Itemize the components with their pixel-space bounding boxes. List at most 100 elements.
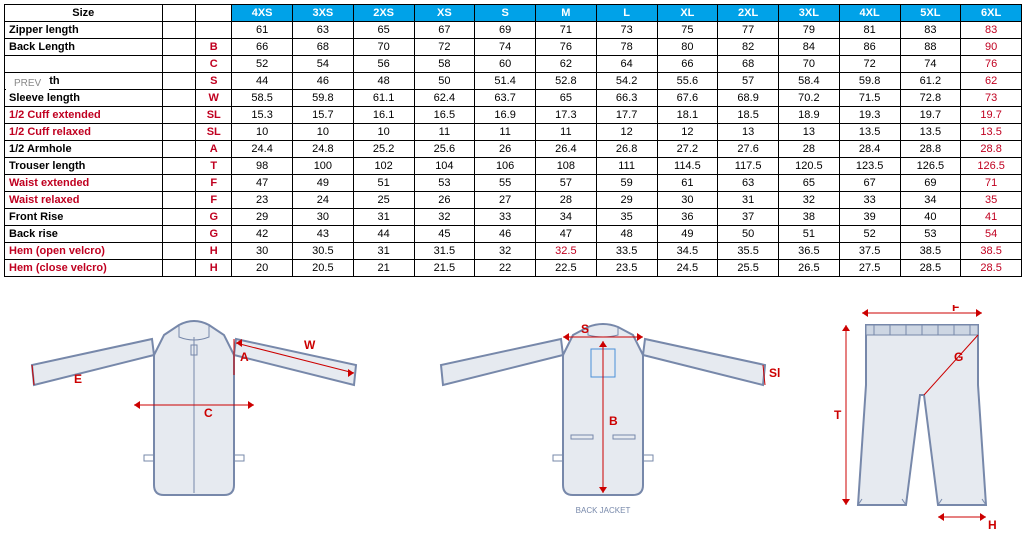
value-cell: 38	[779, 209, 840, 226]
table-row: der WidthS4446485051.452.854.255.65758.4…	[5, 73, 1022, 90]
value-cell: 16.1	[353, 107, 414, 124]
size-col-3XL: 3XL	[779, 5, 840, 22]
value-cell: 30	[232, 243, 293, 260]
value-cell: 26.8	[596, 141, 657, 158]
size-col-S: S	[475, 5, 536, 22]
value-cell: 54	[293, 56, 354, 73]
value-cell: 46	[293, 73, 354, 90]
value-cell: 25.2	[353, 141, 414, 158]
value-cell: 27.5	[839, 260, 900, 277]
value-cell: 106	[475, 158, 536, 175]
value-cell: 37.5	[839, 243, 900, 260]
value-cell: 65	[779, 175, 840, 192]
row-label: Trouser length	[5, 158, 163, 175]
value-cell: 17.7	[596, 107, 657, 124]
value-cell: 51	[779, 226, 840, 243]
value-cell: 24.5	[657, 260, 718, 277]
value-cell: 28.4	[839, 141, 900, 158]
value-cell: 54.2	[596, 73, 657, 90]
dim-s: S	[581, 322, 589, 336]
value-cell: 55.6	[657, 73, 718, 90]
value-cell: 31	[353, 209, 414, 226]
row-label: Back Length	[5, 39, 163, 56]
value-cell: 73	[961, 90, 1022, 107]
letter-cell: H	[196, 260, 232, 277]
value-cell: 66.3	[596, 90, 657, 107]
value-cell: 38.5	[900, 243, 961, 260]
value-cell: 24.4	[232, 141, 293, 158]
value-cell: 90	[961, 39, 1022, 56]
blank-cell	[162, 226, 196, 243]
row-label: Front Rise	[5, 209, 163, 226]
value-cell: 108	[536, 158, 597, 175]
letter-cell: H	[196, 243, 232, 260]
value-cell: 58.5	[232, 90, 293, 107]
row-label: Zipper length	[5, 22, 163, 39]
letter-cell: SL	[196, 107, 232, 124]
value-cell: 42	[232, 226, 293, 243]
value-cell: 69	[475, 22, 536, 39]
value-cell: 72.8	[900, 90, 961, 107]
value-cell: 114.5	[657, 158, 718, 175]
value-cell: 55	[475, 175, 536, 192]
value-cell: 70	[779, 56, 840, 73]
table-row: Trouser lengthT98100102104106108111114.5…	[5, 158, 1022, 175]
value-cell: 88	[900, 39, 961, 56]
value-cell: 32	[414, 209, 475, 226]
value-cell: 27.2	[657, 141, 718, 158]
value-cell: 65	[536, 90, 597, 107]
value-cell: 25.5	[718, 260, 779, 277]
dim-w: W	[304, 338, 316, 352]
dim-e: E	[74, 372, 82, 386]
value-cell: 74	[475, 39, 536, 56]
value-cell: 37	[718, 209, 779, 226]
value-cell: 104	[414, 158, 475, 175]
table-row: Hem (close velcro)H2020.52121.52222.523.…	[5, 260, 1022, 277]
value-cell: 68	[718, 56, 779, 73]
row-label: 1/2 Cuff relaxed	[5, 124, 163, 141]
value-cell: 57	[718, 73, 779, 90]
value-cell: 10	[232, 124, 293, 141]
table-row: C52545658606264666870727476	[5, 56, 1022, 73]
value-cell: 16.5	[414, 107, 475, 124]
value-cell: 59	[596, 175, 657, 192]
letter-cell: G	[196, 226, 232, 243]
value-cell: 28	[536, 192, 597, 209]
dim-c: C	[204, 406, 213, 420]
table-row: Back riseG42434445464748495051525354	[5, 226, 1022, 243]
row-label: 1/2 Armhole	[5, 141, 163, 158]
letter-cell: F	[196, 192, 232, 209]
value-cell: 62.4	[414, 90, 475, 107]
value-cell: 28.5	[961, 260, 1022, 277]
value-cell: 13	[718, 124, 779, 141]
value-cell: 123.5	[839, 158, 900, 175]
value-cell: 15.7	[293, 107, 354, 124]
size-col-XS: XS	[414, 5, 475, 22]
letter-cell: G	[196, 209, 232, 226]
value-cell: 33	[839, 192, 900, 209]
table-row: Sleeve lengthW58.559.861.162.463.76566.3…	[5, 90, 1022, 107]
size-col-3XS: 3XS	[293, 5, 354, 22]
value-cell: 67	[414, 22, 475, 39]
value-cell: 81	[839, 22, 900, 39]
row-label: 1/2 Cuff extended	[5, 107, 163, 124]
dim-g: G	[954, 350, 963, 364]
blank-cell	[162, 39, 196, 56]
blank-cell	[162, 158, 196, 175]
value-cell: 59.8	[839, 73, 900, 90]
value-cell: 39	[839, 209, 900, 226]
value-cell: 17.3	[536, 107, 597, 124]
blank-cell	[162, 260, 196, 277]
value-cell: 52	[232, 56, 293, 73]
value-cell: 30	[293, 209, 354, 226]
table-row: Front RiseG29303132333435363738394041	[5, 209, 1022, 226]
value-cell: 117.5	[718, 158, 779, 175]
value-cell: 34	[900, 192, 961, 209]
value-cell: 58	[414, 56, 475, 73]
table-row: Waist relaxedF23242526272829303132333435	[5, 192, 1022, 209]
value-cell: 50	[718, 226, 779, 243]
value-cell: 23.5	[596, 260, 657, 277]
size-col-4XL: 4XL	[839, 5, 900, 22]
value-cell: 49	[657, 226, 718, 243]
value-cell: 56	[353, 56, 414, 73]
